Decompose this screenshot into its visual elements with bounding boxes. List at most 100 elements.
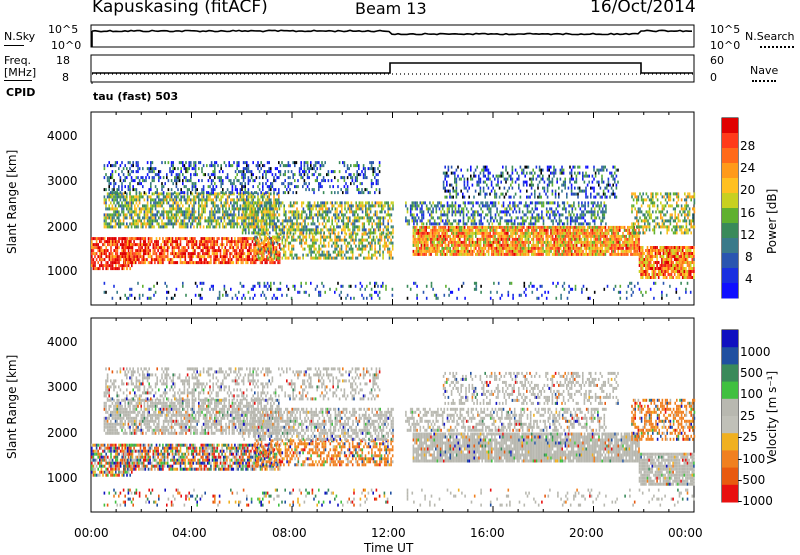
power-colorbar-swatch [722, 178, 738, 194]
power-heatmap-cell [291, 222, 293, 225]
power-heatmap-cell [136, 170, 138, 173]
power-heatmap-cell [187, 207, 189, 210]
power-heatmap-cell [521, 253, 523, 256]
power-heatmap-cell [287, 231, 289, 234]
power-heatmap-cell [109, 252, 111, 255]
power-heatmap-cell [512, 247, 514, 250]
power-heatmap-cell [253, 225, 255, 228]
power-heatmap-cell [561, 226, 563, 229]
power-heatmap-cell [177, 176, 179, 179]
power-heatmap-cell [118, 188, 120, 191]
power-heatmap-cell [312, 173, 314, 176]
power-heatmap-cell [352, 210, 354, 213]
power-heatmap-cell [220, 252, 222, 255]
power-heatmap-cell [278, 257, 280, 260]
power-heatmap-cell [291, 170, 293, 173]
power-heatmap-cell [147, 195, 149, 198]
power-heatmap-cell [243, 161, 245, 164]
power-heatmap-cell [435, 235, 437, 238]
velocity-colorbar-swatch [722, 330, 738, 348]
power-heatmap-cell [104, 264, 106, 267]
power-heatmap-cell [314, 231, 316, 234]
power-heatmap-cell [227, 222, 229, 225]
power-heatmap-cell [558, 232, 560, 235]
power-heatmap-cell [313, 164, 315, 167]
power-heatmap-cell [637, 235, 639, 238]
power-heatmap-cell [249, 252, 251, 255]
power-heatmap-cell [593, 232, 595, 235]
power-heatmap-cell [120, 222, 122, 225]
power-heatmap-cell [198, 216, 200, 219]
power-heatmap-cell [290, 204, 292, 207]
power-heatmap-cell [521, 250, 523, 253]
power-heatmap-cell [256, 236, 258, 239]
power-heatmap-cell [600, 226, 602, 229]
power-heatmap-cell [334, 245, 336, 248]
power-heatmap-cell [139, 210, 141, 213]
power-heatmap-cell [386, 245, 388, 248]
power-heatmap-cell [595, 250, 597, 253]
power-heatmap-cell [188, 255, 190, 258]
power-heatmap-cell [288, 182, 290, 185]
power-heatmap-cell [166, 173, 168, 176]
power-heatmap-cell [262, 188, 264, 191]
power-heatmap-cell [160, 204, 162, 207]
power-heatmap-cell [576, 229, 578, 232]
power-heatmap-cell [263, 231, 265, 234]
power-heatmap-cell [238, 170, 240, 173]
power-heatmap-cell [525, 247, 527, 250]
power-heatmap-cell [124, 191, 126, 194]
power-heatmap-cell [335, 228, 337, 231]
power-heatmap-cell [470, 250, 472, 253]
power-heatmap-cell [156, 222, 158, 225]
power-heatmap-cell [353, 173, 355, 176]
power-heatmap-cell [182, 182, 184, 185]
power-heatmap-cell [603, 253, 605, 256]
power-heatmap-cell [421, 201, 423, 204]
power-heatmap-cell [284, 170, 286, 173]
power-heatmap-cell [168, 201, 170, 204]
power-heatmap-cell [478, 250, 480, 253]
power-heatmap-cell [137, 237, 139, 240]
power-heatmap-cell [288, 176, 290, 179]
power-heatmap-cell [310, 254, 312, 257]
power-heatmap-cell [613, 241, 615, 244]
power-heatmap-cell [317, 219, 319, 222]
power-heatmap-cell [507, 244, 509, 247]
power-heatmap-cell [354, 231, 356, 234]
power-heatmap-cell [454, 235, 456, 238]
power-heatmap-cell [361, 191, 363, 194]
power-heatmap-cell [185, 179, 187, 182]
power-heatmap-cell [347, 176, 349, 179]
power-heatmap-cell [301, 239, 303, 242]
power-heatmap-cell [387, 228, 389, 231]
power-heatmap-cell [123, 195, 125, 198]
power-heatmap-cell [176, 207, 178, 210]
power-heatmap-cell [171, 192, 173, 195]
power-heatmap-cell [231, 240, 233, 243]
power-heatmap-cell [173, 249, 175, 252]
power-heatmap-cell [132, 237, 134, 240]
power-heatmap-cell [283, 245, 285, 248]
power-heatmap-cell [113, 240, 115, 243]
power-heatmap-cell [441, 253, 443, 256]
power-heatmap-cell [120, 195, 122, 198]
power-heatmap-cell [94, 264, 96, 267]
power-heatmap-cell [312, 257, 314, 260]
power-heatmap-cell [118, 222, 120, 225]
power-heatmap-cell [252, 240, 254, 243]
power-heatmap-cell [325, 207, 327, 210]
power-heatmap-cell [313, 167, 315, 170]
power-heatmap-cell [637, 253, 639, 256]
power-heatmap-cell [115, 164, 117, 167]
power-heatmap-cell [236, 219, 238, 222]
power-heatmap-cell [566, 250, 568, 253]
power-heatmap-cell [138, 243, 140, 246]
power-heatmap-cell [392, 228, 394, 231]
power-heatmap-cell [132, 258, 134, 261]
power-heatmap-cell [177, 237, 179, 240]
power-heatmap-cell [237, 252, 239, 255]
power-heatmap-cell [232, 182, 234, 185]
power-heatmap-cell [358, 254, 360, 257]
power-heatmap-cell [566, 244, 568, 247]
